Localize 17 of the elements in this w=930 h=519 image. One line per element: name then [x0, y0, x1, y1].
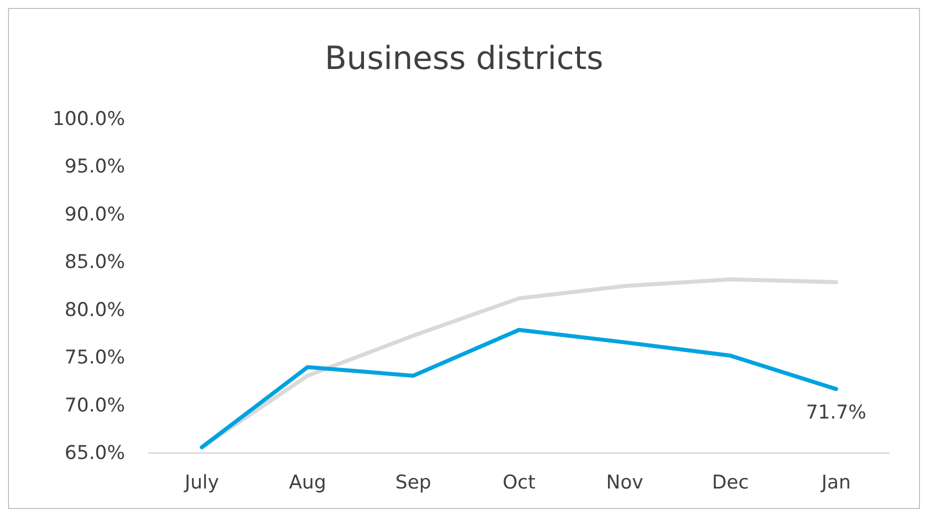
- y-tick-label: 75.0%: [64, 346, 125, 369]
- y-tick-label: 80.0%: [64, 298, 125, 321]
- x-tick-label: Dec: [712, 472, 749, 494]
- data-label: 71.7%: [806, 402, 866, 424]
- x-tick-label: Sep: [395, 472, 432, 494]
- y-tick-label: 70.0%: [64, 394, 125, 416]
- chart-title: Business districts: [324, 39, 604, 77]
- y-tick-label: 85.0%: [64, 251, 125, 274]
- x-tick-label: Oct: [502, 472, 536, 494]
- x-tick-label: July: [184, 472, 219, 494]
- x-tick-label: Jan: [820, 472, 851, 494]
- y-tick-label: 95.0%: [64, 156, 125, 178]
- y-tick-label: 90.0%: [64, 203, 125, 226]
- x-tick-label: Nov: [606, 472, 644, 494]
- y-tick-label: 100.0%: [52, 108, 125, 130]
- x-tick-label: Aug: [289, 472, 326, 494]
- y-tick-label: 65.0%: [64, 442, 125, 464]
